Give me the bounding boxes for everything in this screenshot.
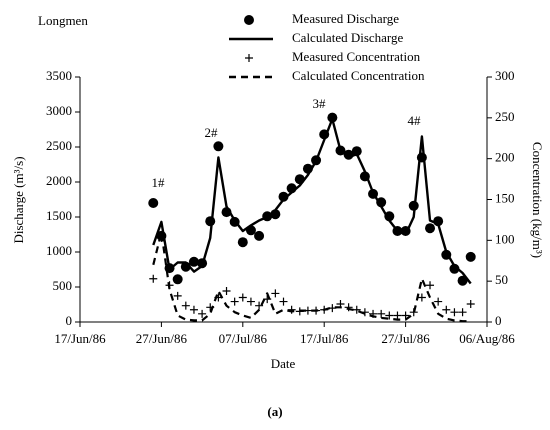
legend-label: Calculated Discharge xyxy=(292,30,404,45)
measured-plus xyxy=(271,289,280,298)
measured-point xyxy=(254,230,265,241)
y2-tick-label: 300 xyxy=(495,68,515,83)
legend-label: Calculated Concentration xyxy=(292,68,425,83)
y2-tick-label: 250 xyxy=(495,109,515,124)
x-tick-label: 27/Jun/86 xyxy=(136,331,188,346)
y-tick-label: 2500 xyxy=(46,138,72,153)
y-tick-label: 0 xyxy=(66,313,73,328)
legend-marker xyxy=(245,54,253,62)
peak-label: 1# xyxy=(152,175,166,190)
measured-point xyxy=(465,251,476,262)
y2-tick-label: 150 xyxy=(495,190,515,205)
legend-marker xyxy=(244,15,254,25)
measured-plus xyxy=(189,305,198,314)
y2-axis-label: Concentration (kg/m³) xyxy=(530,142,545,258)
measured-plus xyxy=(458,308,467,317)
measured-point xyxy=(457,275,468,286)
y-tick-label: 1500 xyxy=(46,208,72,223)
x-axis-label: Date xyxy=(271,356,296,371)
measured-plus xyxy=(149,274,158,283)
measured-plus xyxy=(417,293,426,302)
caption: (a) xyxy=(267,404,282,419)
measured-point xyxy=(188,256,199,267)
measured-point xyxy=(376,197,387,208)
legend-label: Measured Concentration xyxy=(292,49,421,64)
measured-plus xyxy=(385,311,394,320)
measured-plus xyxy=(279,297,288,306)
measured-plus xyxy=(222,286,231,295)
measured-plus xyxy=(466,300,475,309)
y2-tick-label: 0 xyxy=(495,313,502,328)
measured-plus xyxy=(442,305,451,314)
measured-plus xyxy=(238,293,247,302)
station-label: Longmen xyxy=(38,13,88,28)
y-tick-label: 3500 xyxy=(46,68,72,83)
y-axis-label: Discharge (m³/s) xyxy=(11,156,26,243)
x-tick-label: 17/Jul/86 xyxy=(300,331,349,346)
y-tick-label: 1000 xyxy=(46,243,72,258)
y-tick-label: 2000 xyxy=(46,173,72,188)
measured-point xyxy=(148,198,159,208)
measured-point xyxy=(327,112,338,123)
measured-plus xyxy=(377,309,386,318)
measured-plus xyxy=(450,308,459,317)
peak-label: 2# xyxy=(205,125,219,140)
measured-point xyxy=(449,263,460,274)
measured-point xyxy=(205,216,216,227)
measured-plus xyxy=(255,301,264,310)
measured-point xyxy=(172,274,183,285)
measured-plus xyxy=(198,309,207,318)
x-tick-label: 27/Jul/86 xyxy=(381,331,430,346)
peak-label: 3# xyxy=(313,96,327,111)
measured-plus xyxy=(181,301,190,310)
y2-tick-label: 200 xyxy=(495,150,515,165)
measured-plus xyxy=(246,297,255,306)
measured-point xyxy=(351,146,362,157)
x-tick-label: 07/Jul/86 xyxy=(219,331,268,346)
peak-label: 4# xyxy=(408,113,422,128)
y-tick-label: 3000 xyxy=(46,103,72,118)
measured-plus xyxy=(426,281,435,290)
measured-point xyxy=(278,191,289,202)
measured-point xyxy=(213,141,224,152)
measured-plus xyxy=(230,297,239,306)
measured-plus xyxy=(393,311,402,320)
y-tick-label: 500 xyxy=(53,278,73,293)
legend-label: Measured Discharge xyxy=(292,11,399,26)
measured-plus xyxy=(352,305,361,314)
calculated-concentration-line xyxy=(152,231,471,323)
measured-plus xyxy=(401,311,410,320)
x-tick-label: 17/Jun/86 xyxy=(54,331,106,346)
x-tick-label: 06/Aug/86 xyxy=(459,331,515,346)
measured-plus xyxy=(173,291,182,300)
measured-point xyxy=(425,223,436,234)
measured-plus xyxy=(434,297,443,306)
y2-tick-label: 100 xyxy=(495,231,515,246)
measured-point xyxy=(237,237,248,248)
calculated-discharge-line xyxy=(152,117,472,285)
y2-tick-label: 50 xyxy=(495,272,508,287)
measured-point xyxy=(384,211,395,222)
